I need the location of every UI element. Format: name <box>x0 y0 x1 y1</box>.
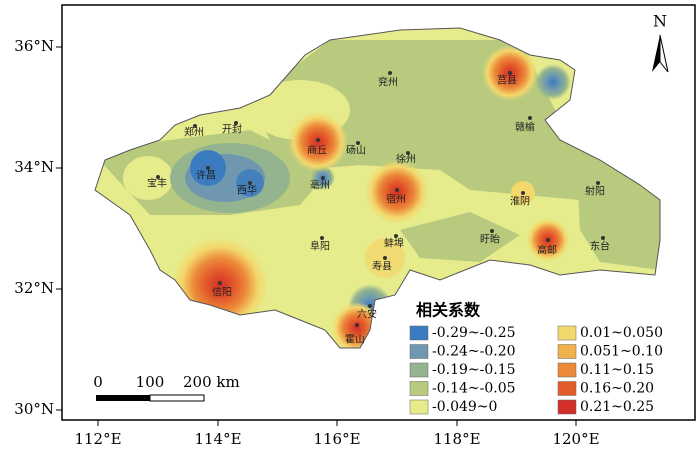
north-arrow: N <box>652 12 669 73</box>
city-label: 淮阴 <box>510 196 530 208</box>
city-label: 郑州 <box>184 126 204 139</box>
city-dot <box>316 138 320 142</box>
city-dot <box>206 166 210 170</box>
legend-label: 0.21~0.25 <box>580 399 654 415</box>
city-dot <box>601 236 605 240</box>
y-tick-label: 30°N <box>14 400 54 418</box>
legend-swatch <box>409 399 429 415</box>
city-dot <box>406 151 410 155</box>
city-dot <box>395 188 399 192</box>
legend-label: -0.24~-0.20 <box>432 344 516 360</box>
x-tick-label: 114°E <box>194 430 241 448</box>
city-dot <box>394 234 398 238</box>
legend-swatch <box>557 399 577 415</box>
scale-label: 100 <box>136 373 165 391</box>
city-dot <box>321 176 325 180</box>
city-dot <box>528 116 532 120</box>
x-tick-label: 112°E <box>74 430 121 448</box>
legend-label: 0.16~0.20 <box>580 381 654 397</box>
legend-title: 相关系数 <box>416 301 481 320</box>
city-dot <box>383 256 387 260</box>
scale-bar <box>96 394 205 402</box>
city-dot <box>521 191 525 195</box>
city-label: 信阳 <box>212 287 232 299</box>
scale-label: 200 km <box>183 373 240 391</box>
legend-label: -0.049~0 <box>432 399 497 415</box>
city-dot <box>248 181 252 185</box>
x-tick-label: 120°E <box>552 430 599 448</box>
city-label: 寿县 <box>372 260 392 273</box>
city-dot <box>490 229 494 233</box>
city-label: 许昌 <box>196 170 216 182</box>
city-dot <box>193 124 197 128</box>
legend-swatch <box>557 362 577 378</box>
city-label: 商丘 <box>307 144 327 157</box>
city-dot <box>218 281 222 285</box>
scale-label: 0 <box>93 373 103 391</box>
city-label: 兖州 <box>378 76 398 89</box>
y-tick-label: 32°N <box>14 279 54 297</box>
legend-swatch <box>409 362 429 378</box>
legend-label: -0.29~-0.25 <box>432 325 516 341</box>
city-label: 赣榆 <box>515 121 535 134</box>
city-label: 东台 <box>590 240 610 253</box>
city-label: 蚌埠 <box>384 237 404 250</box>
city-dot <box>356 141 360 145</box>
y-tick-label: 34°N <box>14 158 54 176</box>
city-label: 阜阳 <box>310 240 330 253</box>
city-dot <box>546 238 550 242</box>
legend-box <box>408 298 692 416</box>
city-label: 霍山 <box>345 334 365 346</box>
city-label: 亳州 <box>310 179 330 192</box>
city-label: 射阳 <box>585 186 605 198</box>
legend-swatch <box>409 381 429 396</box>
legend-swatch <box>409 325 429 341</box>
city-label: 高邮 <box>537 244 557 257</box>
north-label: N <box>653 12 667 31</box>
x-tick-label: 116°E <box>313 430 360 448</box>
city-dot <box>355 323 359 327</box>
city-dot <box>508 71 512 75</box>
city-label: 宿州 <box>386 193 406 206</box>
x-tick-label: 118°E <box>433 430 480 448</box>
legend-label: -0.14~-0.05 <box>432 381 516 397</box>
city-label: 开封 <box>222 123 242 136</box>
legend-swatch <box>409 344 429 359</box>
legend-label: -0.19~-0.15 <box>432 362 516 378</box>
city-label: 西华 <box>237 184 257 197</box>
city-dot <box>156 175 160 179</box>
city-dot <box>234 121 238 125</box>
legend-label: 0.11~0.15 <box>580 362 654 378</box>
legend-swatch <box>557 381 577 396</box>
legend-swatch <box>557 325 577 341</box>
city-label: 盱眙 <box>480 233 500 246</box>
city-dot <box>388 71 392 75</box>
city-label: 宝丰 <box>147 177 167 190</box>
legend-label: 0.051~0.10 <box>580 344 663 360</box>
legend-swatch <box>557 344 577 359</box>
city-dot <box>596 181 600 185</box>
y-tick-label: 36°N <box>14 37 54 55</box>
legend-label: 0.01~0.050 <box>580 325 663 341</box>
city-dot <box>368 304 372 308</box>
city-label: 莒县 <box>497 75 517 87</box>
city-label: 六安 <box>357 308 377 321</box>
city-dot <box>320 236 324 240</box>
city-label: 徐州 <box>396 153 416 166</box>
city-label: 砀山 <box>346 145 366 157</box>
